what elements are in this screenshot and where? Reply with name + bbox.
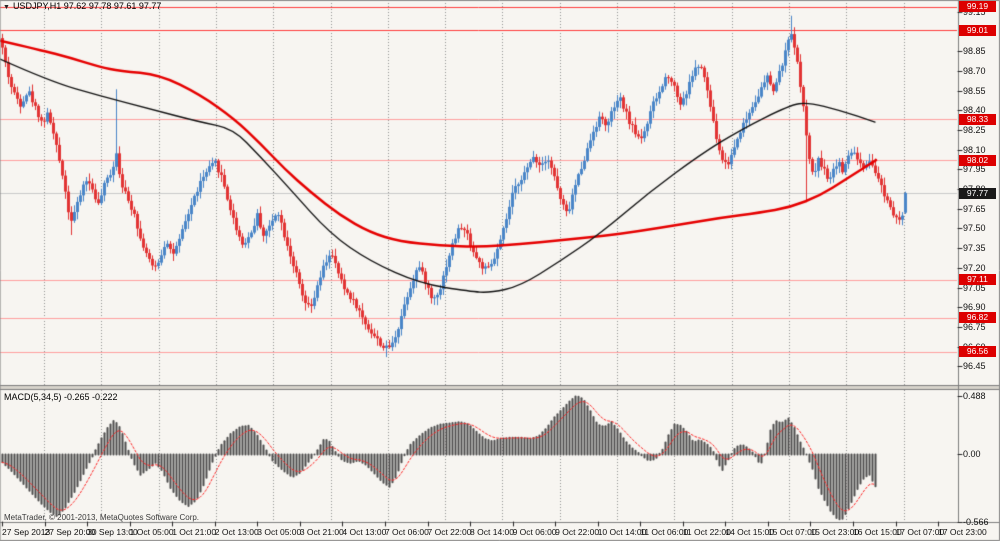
- price-chart-canvas[interactable]: [0, 0, 1000, 541]
- mt4-chart-window: ▼ USDJPY,H1 97.62 97.78 97.61 97.77 MACD(…: [0, 0, 1000, 541]
